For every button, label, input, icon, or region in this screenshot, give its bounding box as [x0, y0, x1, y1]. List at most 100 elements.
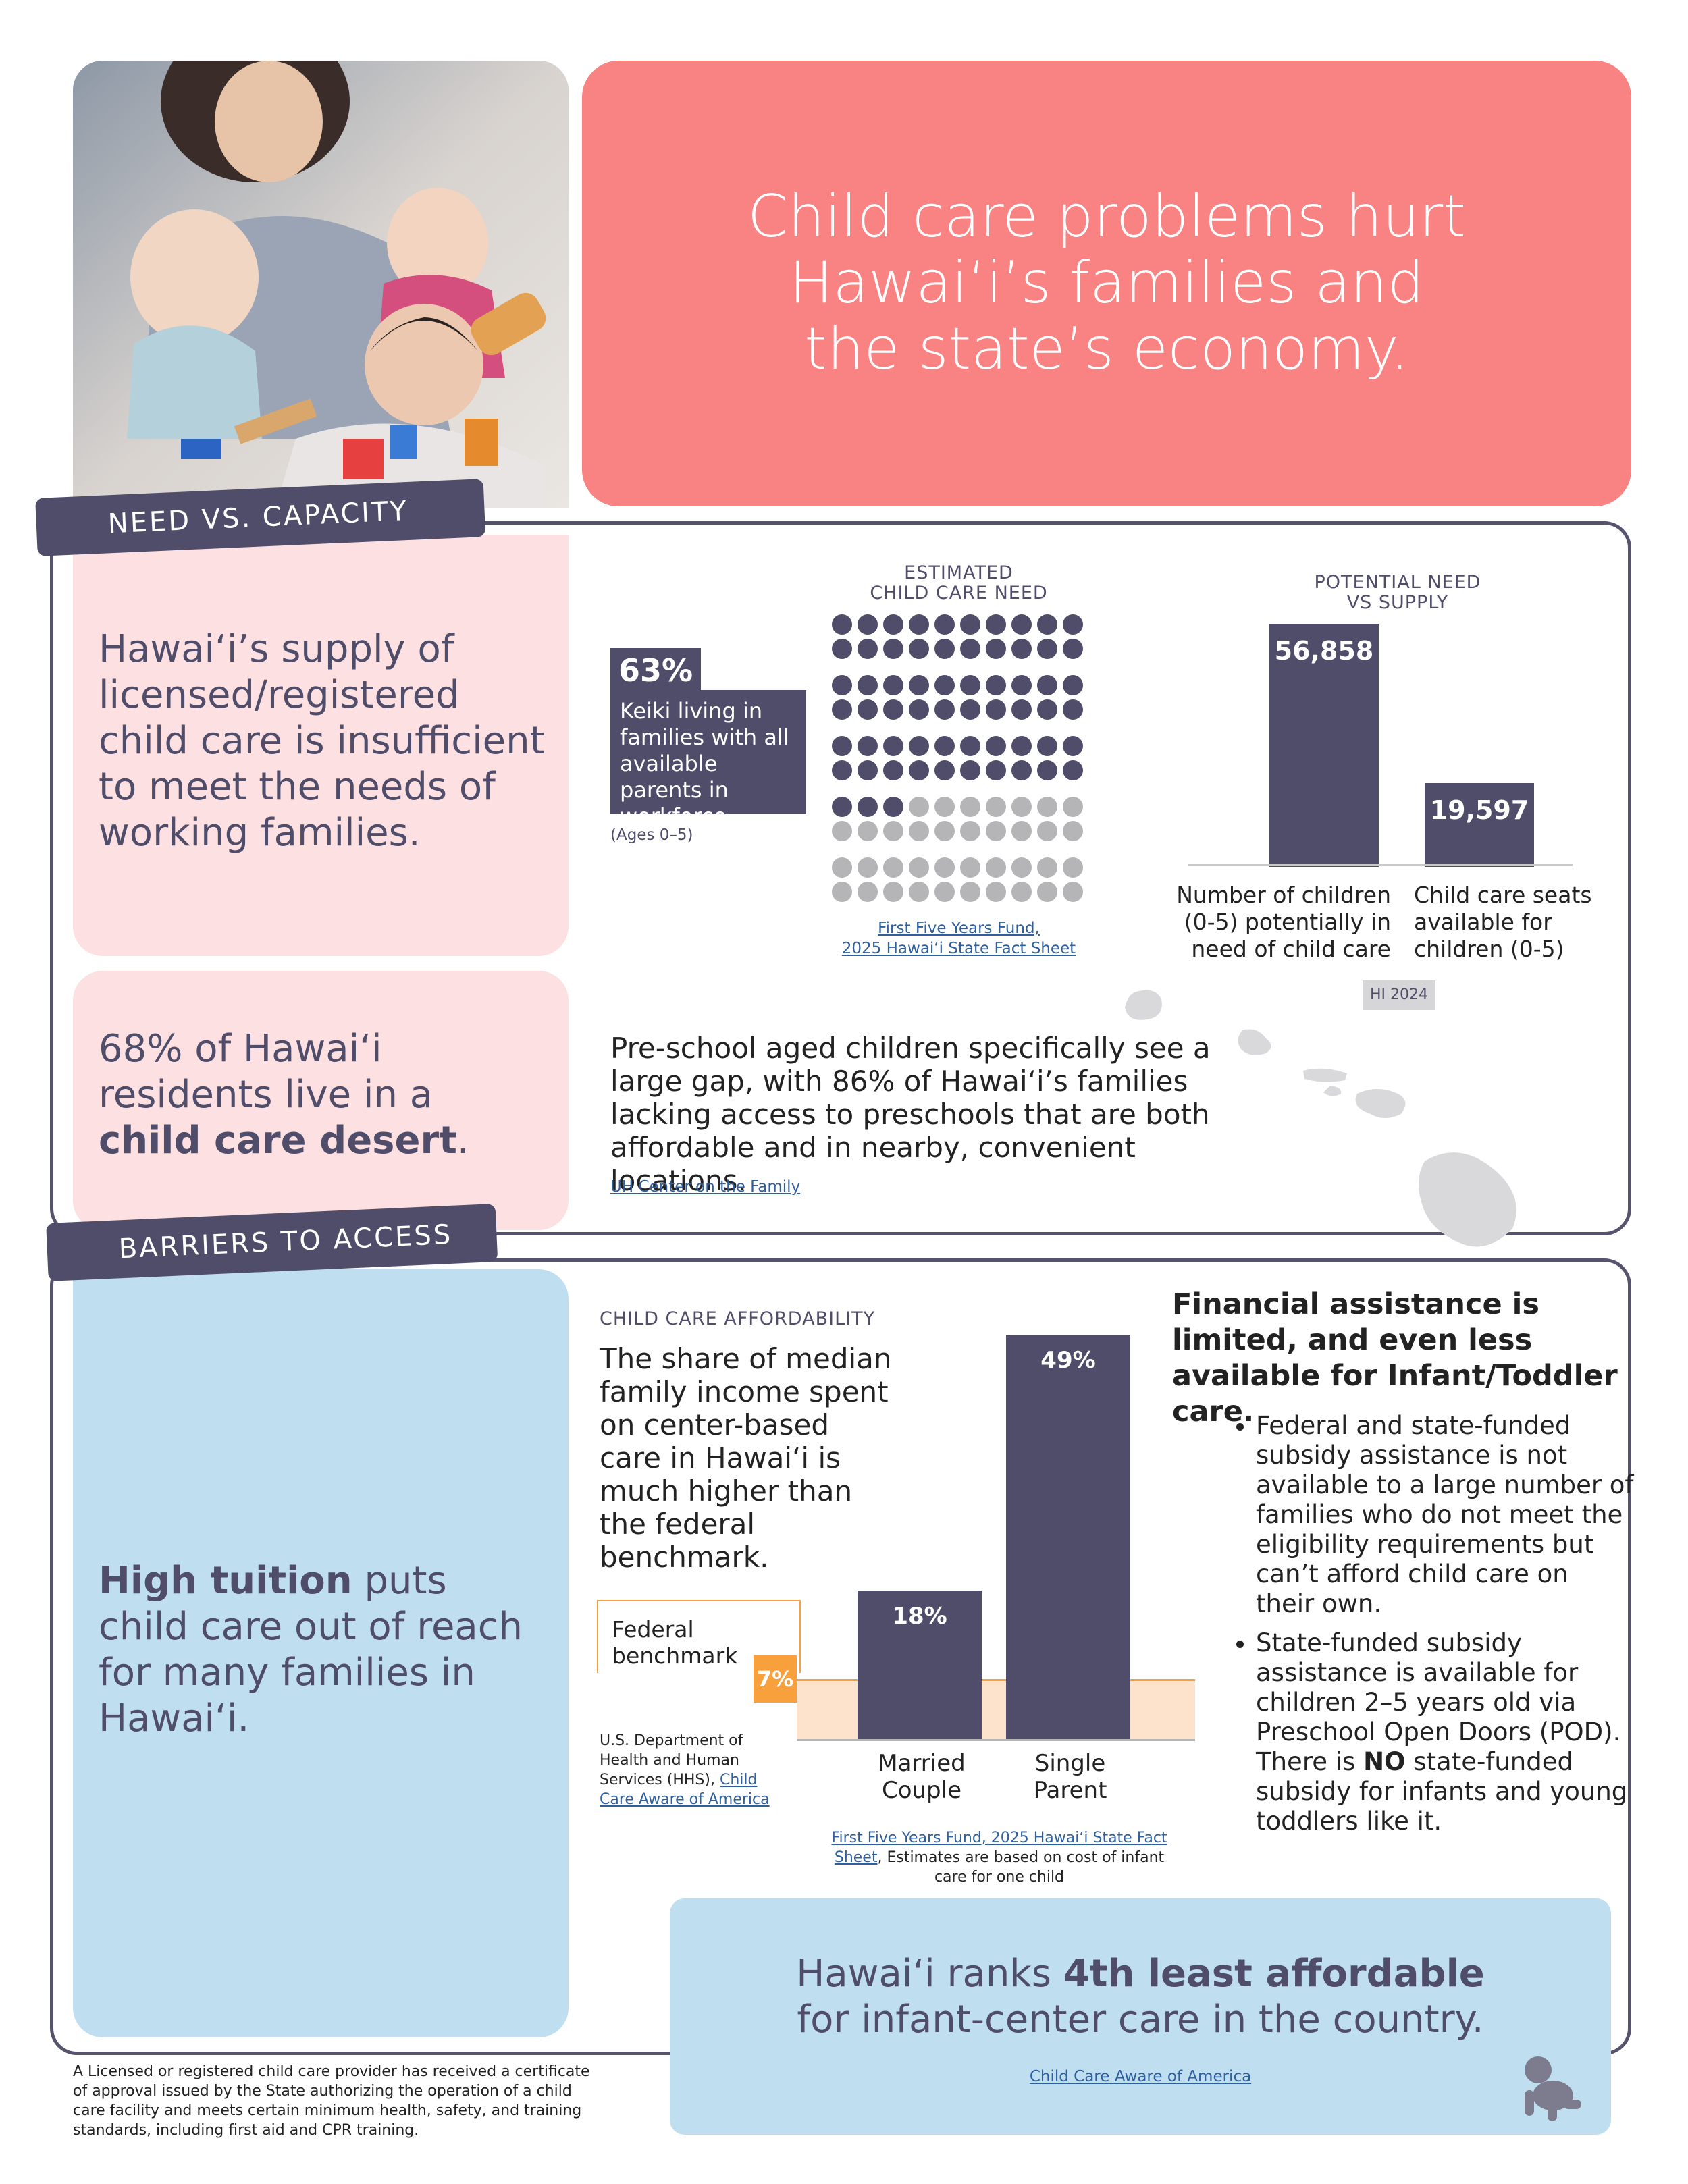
dot-filled: [858, 797, 878, 817]
dot-empty: [1037, 882, 1057, 902]
dot-filled: [934, 675, 955, 695]
dot-filled: [1063, 760, 1083, 780]
dot-filled: [832, 614, 852, 635]
dot-filled: [934, 639, 955, 659]
dot-empty: [1011, 882, 1032, 902]
dots-title-line-2: CHILD CARE NEED: [870, 583, 1048, 604]
hero-photo: [73, 61, 569, 508]
afford-chart: 18% 49% 7%: [754, 1310, 1195, 1739]
desert-panel: 68% of Hawaiʻi residents live in a child…: [73, 971, 569, 1230]
supply-chart-title-line-2: VS SUPPLY: [1346, 592, 1449, 613]
rank-source[interactable]: Child Care Aware of America: [670, 2067, 1611, 2085]
dot-empty: [1063, 797, 1083, 817]
supply-panel: Hawaiʻi’s supply of licensed/registered …: [73, 535, 569, 956]
dot-filled: [1063, 675, 1083, 695]
desert-statement: 68% of Hawaiʻi residents live in a child…: [99, 1026, 544, 1164]
afford-chart-title: CHILD CARE AFFORDABILITY: [600, 1308, 876, 1329]
tuition-bold-text: High tuition: [99, 1559, 352, 1603]
dot-filled: [1063, 614, 1083, 635]
afford-label-married-line-1: Married: [878, 1750, 966, 1777]
stat-percent: 63%: [610, 648, 701, 693]
dot-filled: [832, 736, 852, 756]
footnote: A Licensed or registered child care prov…: [73, 2063, 590, 2139]
dot-empty: [934, 857, 955, 878]
hero-banner: Child care problems hurt Hawaiʻi’s famil…: [582, 61, 1631, 506]
dots-source[interactable]: First Five Years Fund, 2025 Hawaiʻi Stat…: [810, 918, 1107, 959]
dot-filled: [1037, 760, 1057, 780]
dot-empty: [960, 857, 980, 878]
afford-chart-source-link[interactable]: First Five Years Fund, 2025 Hawaiʻi Stat…: [831, 1830, 1167, 1866]
dots-source-link-line-2[interactable]: 2025 Hawaiʻi State Fact Sheet: [841, 940, 1076, 957]
bullet-2-text-end: state-funded subsidy for infants and you…: [1256, 1747, 1628, 1836]
dot-filled: [883, 736, 903, 756]
supply-chart-title-line-1: POTENTIAL NEED: [1314, 572, 1481, 593]
afford-chart-baseline: [797, 1739, 1195, 1741]
dot-empty: [1063, 857, 1083, 878]
rank-bold: 4th least affordable: [1063, 1952, 1485, 1996]
afford-label-married: Married Couple: [858, 1750, 986, 1804]
benchmark-label-line-2: benchmark: [612, 1643, 738, 1669]
dots-source-link-line-1[interactable]: First Five Years Fund,: [878, 920, 1040, 937]
dot-empty: [934, 797, 955, 817]
dot-empty: [832, 882, 852, 902]
dots-title-line-1: ESTIMATED: [904, 562, 1013, 583]
afford-label-single-line-2: Parent: [1033, 1777, 1107, 1804]
dot-empty: [909, 821, 929, 841]
dot-filled: [883, 639, 903, 659]
dot-empty: [909, 857, 929, 878]
dot-empty: [986, 857, 1006, 878]
supply-bar-need: 56,858: [1269, 624, 1379, 867]
hhs-source-link[interactable]: Child Care Aware of America: [600, 1772, 770, 1808]
dot-filled: [909, 614, 929, 635]
dot-filled: [858, 639, 878, 659]
afford-label-single: Single Parent: [1006, 1750, 1134, 1804]
dot-filled: [883, 614, 903, 635]
hawaii-map-icon: [1125, 990, 1516, 1247]
dot-filled: [1011, 699, 1032, 720]
stat-ages: (Ages 0–5): [610, 826, 693, 844]
dot-empty: [1037, 821, 1057, 841]
afford-bar-married: 18%: [858, 1591, 982, 1739]
rank-text: Hawaiʻi ranks: [796, 1952, 1063, 1996]
hero-title-line-2: Hawaiʻi’s families and: [789, 249, 1425, 317]
supply-chart: 56,858 19,597: [1188, 608, 1593, 867]
baby-crawling-icon: [1525, 2056, 1581, 2121]
dot-filled: [986, 736, 1006, 756]
afford-label-married-line-2: Couple: [881, 1777, 962, 1804]
dot-empty: [1063, 821, 1083, 841]
dot-filled: [832, 699, 852, 720]
afford-chart-source-note: , Estimates are based on cost of infant …: [877, 1849, 1165, 1886]
rank-source-link[interactable]: Child Care Aware of America: [1029, 2068, 1252, 2085]
dot-empty: [883, 857, 903, 878]
preschool-source[interactable]: UH Center on the Family: [610, 1177, 800, 1196]
dot-filled: [1037, 614, 1057, 635]
dot-filled: [832, 639, 852, 659]
dot-filled: [960, 675, 980, 695]
supply-statement: Hawaiʻi’s supply of licensed/registered …: [99, 627, 545, 855]
supply-label-need-line-3: need of child care: [1191, 936, 1391, 962]
afford-description: The share of median family income spent …: [600, 1342, 892, 1574]
afford-bar-single: 49%: [1006, 1335, 1130, 1739]
dot-empty: [960, 821, 980, 841]
dot-empty: [986, 821, 1006, 841]
benchmark-label-box: Federal benchmark: [597, 1600, 801, 1673]
dot-filled: [883, 675, 903, 695]
hero-title-line-3: the state’s economy.: [804, 315, 1409, 383]
dot-grid: [832, 614, 1083, 902]
dot-filled: [1011, 736, 1032, 756]
dot-filled: [858, 699, 878, 720]
preschool-source-link[interactable]: UH Center on the Family: [610, 1178, 801, 1196]
dot-empty: [934, 882, 955, 902]
dot-filled: [909, 760, 929, 780]
dot-filled: [1011, 639, 1032, 659]
dot-empty: [986, 882, 1006, 902]
supply-label-seats-line-2: available for: [1414, 909, 1552, 935]
afford-label-single-line-1: Single: [1034, 1750, 1106, 1777]
bullet-2-bold: NO: [1363, 1747, 1406, 1776]
dot-filled: [1037, 675, 1057, 695]
benchmark-label-line-1: Federal: [612, 1616, 694, 1643]
afford-chart-source: First Five Years Fund, 2025 Hawaiʻi Stat…: [830, 1828, 1168, 1887]
dot-empty: [1037, 797, 1057, 817]
supply-bar-need-value: 56,858: [1274, 636, 1374, 666]
supply-label-seats-line-3: children (0-5): [1414, 936, 1564, 962]
